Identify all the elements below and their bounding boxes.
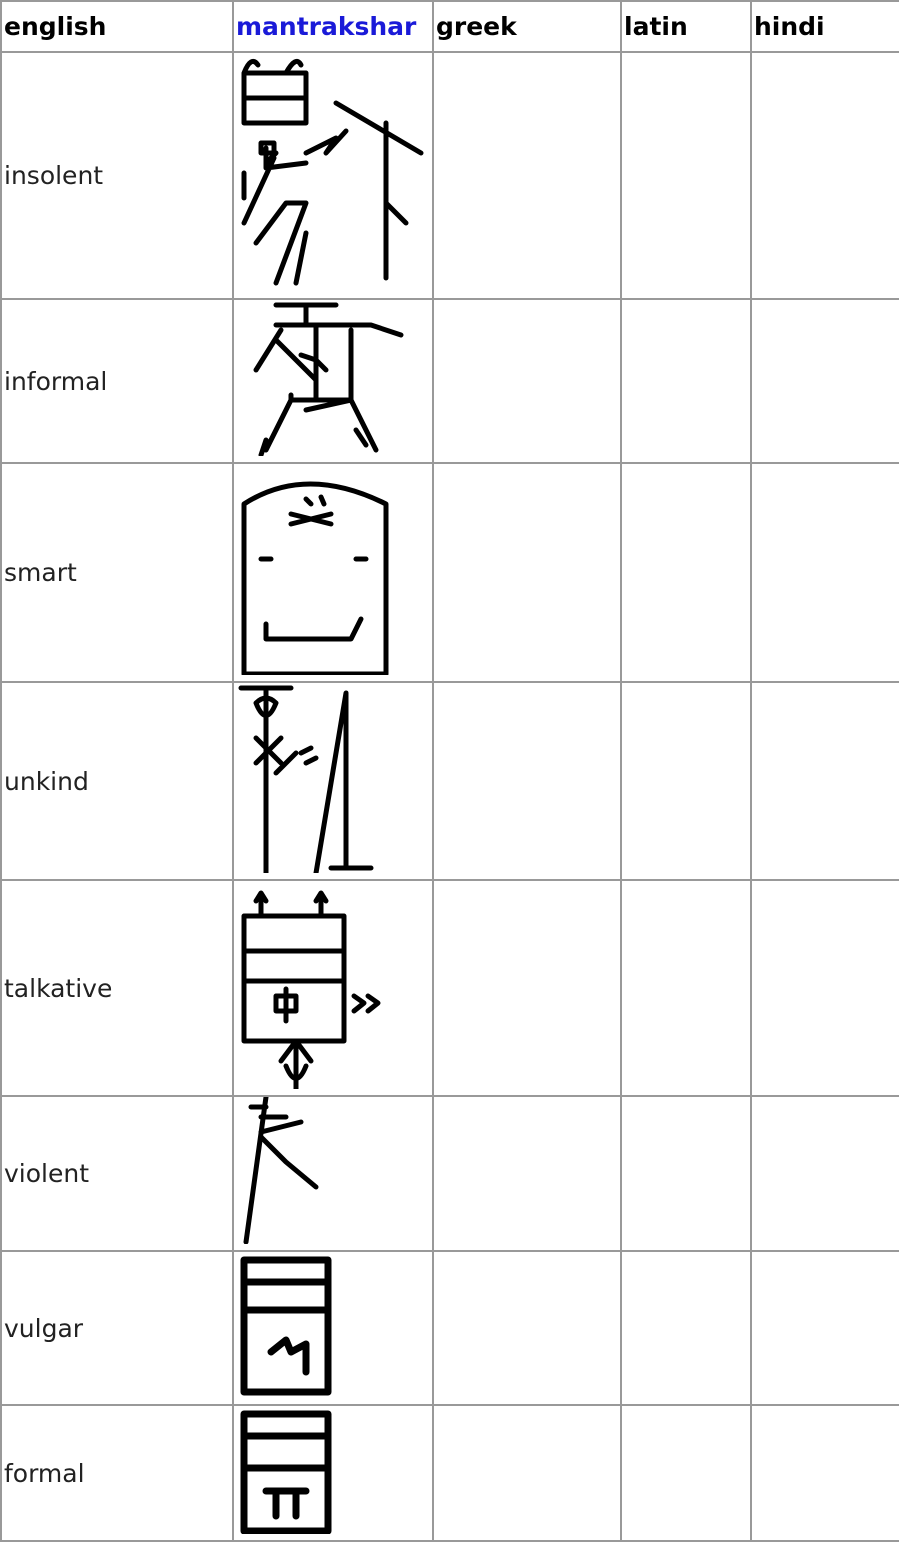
empty-cell [620, 298, 752, 464]
glyph [241, 481, 389, 677]
table-row: insolent [0, 51, 899, 300]
empty-cell [432, 298, 622, 464]
table-row: formal [0, 1404, 899, 1542]
english-word: talkative [0, 879, 234, 1097]
table-row: vulgar [0, 1250, 899, 1406]
glyph [240, 1410, 332, 1535]
table-row: violent [0, 1094, 899, 1252]
english-word: informal [0, 298, 234, 464]
empty-cell [432, 879, 622, 1097]
column-header: hindi [750, 0, 899, 53]
glyph-cell [232, 298, 434, 464]
english-word: unkind [0, 681, 234, 881]
empty-cell [750, 1095, 899, 1252]
table-row: informal [0, 298, 899, 464]
english-word: violent [0, 1095, 234, 1252]
english-word: insolent [0, 51, 234, 300]
empty-cell [750, 681, 899, 881]
column-header: latin [620, 0, 752, 53]
empty-cell [750, 879, 899, 1097]
table-row: smart [0, 462, 899, 683]
empty-cell [432, 681, 622, 881]
glyph [241, 890, 381, 1094]
empty-cell [432, 1250, 622, 1406]
empty-cell [620, 681, 752, 881]
empty-cell [750, 1250, 899, 1406]
glyph [238, 685, 374, 876]
empty-cell [620, 1095, 752, 1252]
empty-cell [620, 879, 752, 1097]
glyph [243, 1094, 319, 1245]
empty-cell [432, 1095, 622, 1252]
column-header[interactable]: mantrakshar [232, 0, 434, 53]
glyph-cell [232, 879, 434, 1097]
empty-cell [620, 51, 752, 300]
table-row: unkind [0, 681, 899, 881]
empty-cell [432, 51, 622, 300]
empty-cell [620, 1250, 752, 1406]
glyph-cell [232, 462, 434, 683]
empty-cell [620, 462, 752, 683]
empty-cell [620, 1404, 752, 1542]
english-word: smart [0, 462, 234, 683]
header-row: english mantrakshar greek latin hindi [0, 0, 899, 53]
column-header: greek [432, 0, 622, 53]
column-header: english [0, 0, 234, 53]
english-word: formal [0, 1404, 234, 1542]
glyph [241, 58, 424, 286]
empty-cell [750, 51, 899, 300]
english-word: vulgar [0, 1250, 234, 1406]
empty-cell [750, 298, 899, 464]
glyph-cell [232, 1404, 434, 1542]
empty-cell [432, 462, 622, 683]
glyph-cell [232, 51, 434, 300]
glyph-cell [232, 1094, 434, 1252]
glyph [253, 302, 404, 458]
glyph [240, 1256, 332, 1396]
table-body: insolent informal smart unkind talkative viol… [0, 51, 899, 1542]
empty-cell [750, 1404, 899, 1542]
empty-cell [432, 1404, 622, 1542]
empty-cell [750, 462, 899, 683]
glyph-cell [232, 681, 434, 881]
glyph-cell [232, 1250, 434, 1406]
table-row: talkative [0, 879, 899, 1097]
